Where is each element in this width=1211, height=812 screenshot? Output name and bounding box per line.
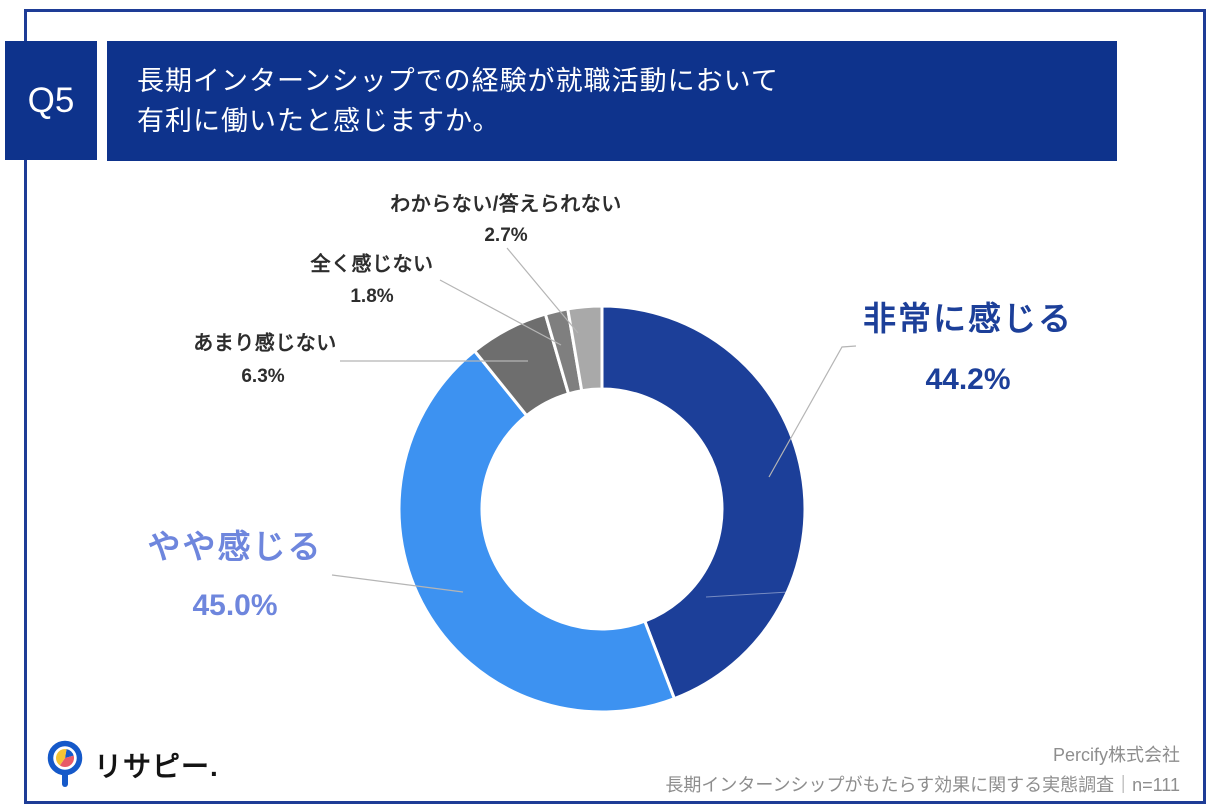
logo-pie-wedge-0 (65, 749, 74, 758)
callout-label-hijou: 非常に感じる (863, 300, 1073, 337)
callout-label-amari: あまり感じない (193, 332, 337, 355)
leader-line-4 (506, 247, 579, 334)
callout-value-mattaku: 1.8% (350, 286, 394, 307)
footer-note: Percify株式会社 長期インターンシップがもたらす効果に関する実態調査｜n=… (665, 740, 1180, 800)
footer-survey-note: 長期インターンシップがもたらす効果に関する実態調査｜n=111 (665, 775, 1180, 795)
question-line-1: 長期インターンシップでの経験が就職活動において (137, 66, 779, 96)
callout-value-yaya: 45.0% (192, 589, 278, 622)
footer-company: Percify株式会社 (1052, 745, 1180, 765)
callout-label-wakaranai: わからない/答えられない (390, 193, 622, 216)
leader-line-3 (439, 279, 562, 346)
brand-logo: リサピー. (46, 737, 219, 793)
logo-pie-wedge-2 (56, 749, 67, 766)
callout-label-mattaku: 全く感じない (310, 253, 434, 276)
leader-line-1 (331, 574, 464, 593)
callout-value-wakaranai: 2.7% (484, 225, 528, 246)
callout-value-hijou: 44.2% (925, 363, 1011, 396)
question-number-badge: Q5 (5, 41, 97, 160)
logo-magnifier-icon (47, 740, 83, 787)
logo-pie-wedge-1 (59, 755, 74, 767)
question-number: Q5 (27, 80, 75, 120)
callout-label-yaya: やや感じる (147, 528, 323, 565)
donut-slice-4 (565, 304, 604, 393)
callout-value-amari: 6.3% (241, 366, 285, 387)
question-line-2: 有利に働いたと感じますか。 (137, 106, 501, 136)
donut-slice-1 (397, 348, 677, 714)
leader-line-0 (768, 345, 857, 478)
brand-name: リサピー. (94, 751, 219, 782)
donut-slice-0 (600, 304, 807, 701)
slice-seam-line (705, 591, 789, 598)
question-banner: 長期インターンシップでの経験が就職活動において 有利に働いたと感じますか。 (107, 41, 1117, 161)
